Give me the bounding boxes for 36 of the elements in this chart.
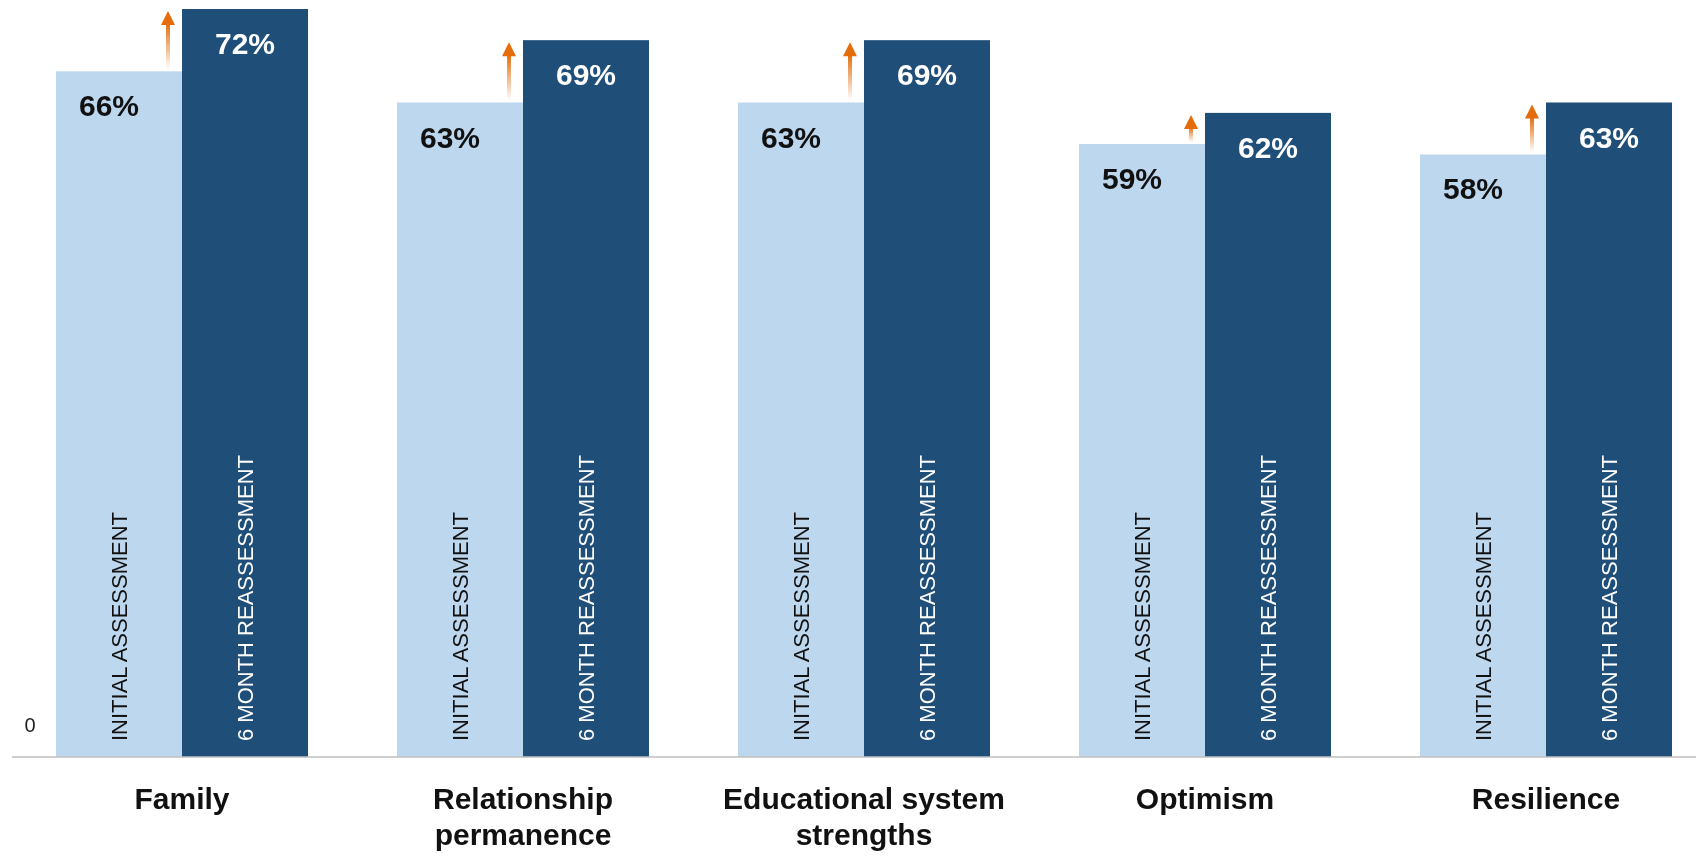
- x-tick-label: Relationship permanence: [432, 782, 614, 851]
- series-label: INITIAL ASSESSMENT: [107, 511, 132, 741]
- text: INITIAL ASSESSMENT: [448, 511, 473, 741]
- text: 6 MONTH REASSESSMENT: [1256, 454, 1281, 741]
- bar: [1205, 112, 1331, 757]
- data-label: 59%: [1101, 162, 1163, 196]
- data-label: 63%: [1578, 120, 1640, 154]
- text: INITIAL ASSESSMENT: [789, 511, 814, 741]
- annotation: 0: [24, 714, 36, 736]
- series-label: 6 MONTH REASSESSMENT: [233, 454, 258, 741]
- text: INITIAL ASSESSMENT: [1471, 511, 1496, 741]
- bar: [1079, 144, 1205, 757]
- bar: [523, 40, 649, 757]
- text: 6 MONTH REASSESSMENT: [1597, 454, 1622, 741]
- bar: [56, 71, 182, 757]
- bar: [182, 9, 308, 757]
- bar: [1546, 102, 1672, 757]
- data-label: 62%: [1237, 130, 1299, 164]
- text: 6 MONTH REASSESSMENT: [574, 454, 599, 741]
- x-tick-label: Resilience: [1471, 782, 1621, 815]
- data-label: 63%: [760, 120, 822, 154]
- bar: [738, 102, 864, 757]
- bar: [397, 102, 523, 757]
- x-tick-label: Optimism: [1135, 782, 1275, 815]
- data-label: 69%: [896, 58, 958, 92]
- data-label: 66%: [78, 89, 140, 123]
- data-label: 69%: [555, 58, 617, 92]
- text: INITIAL ASSESSMENT: [1130, 511, 1155, 741]
- bar: [1420, 154, 1546, 757]
- x-tick-label: Educational system strengths: [723, 782, 1005, 851]
- data-label: 72%: [214, 27, 276, 60]
- x-tick-label: Family: [134, 782, 230, 815]
- data-label: 63%: [419, 120, 481, 154]
- text: 6 MONTH REASSESSMENT: [915, 454, 940, 741]
- data-label: 58%: [1442, 172, 1504, 206]
- bar: [864, 40, 990, 757]
